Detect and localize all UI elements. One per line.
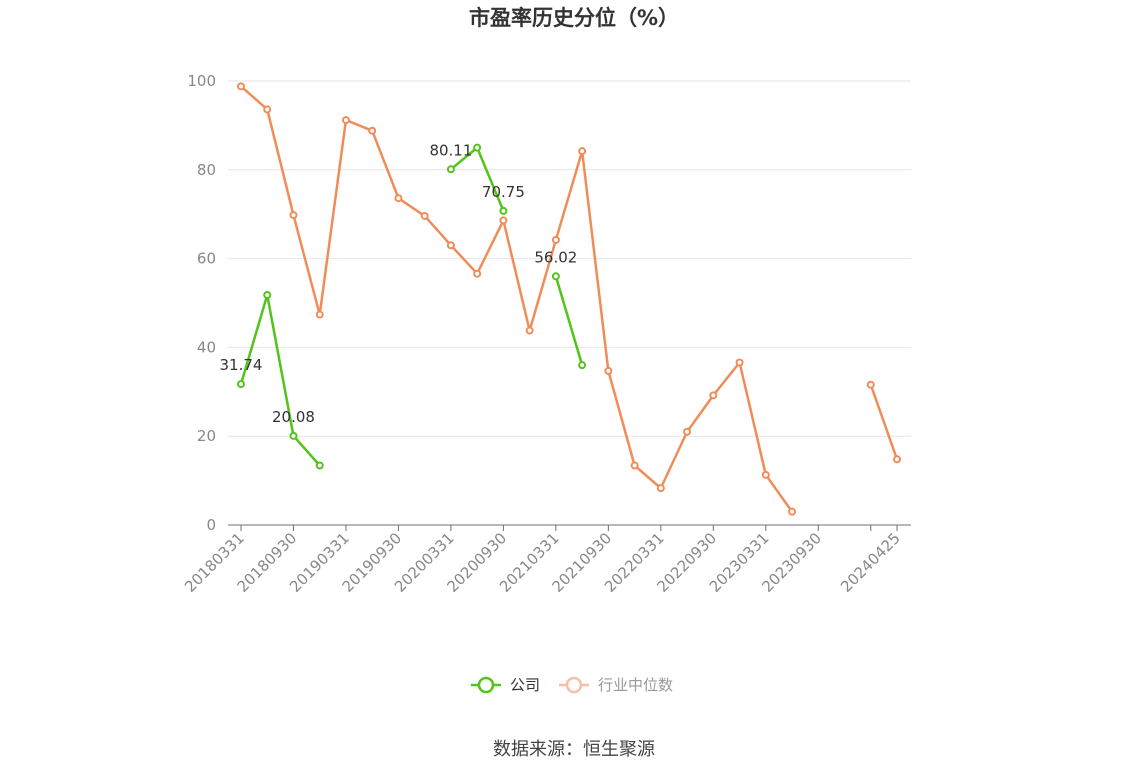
data-point[interactable] xyxy=(420,211,429,220)
data-point[interactable] xyxy=(237,380,245,389)
data-point[interactable] xyxy=(578,361,587,370)
y-tick-label: 20 xyxy=(197,427,216,445)
data-point[interactable] xyxy=(551,272,560,281)
legend-label-company: 公司 xyxy=(510,676,540,694)
data-point[interactable] xyxy=(551,235,560,244)
data-label: 20.08 xyxy=(272,408,315,426)
series-company xyxy=(237,143,587,470)
data-point[interactable] xyxy=(473,143,482,152)
data-point[interactable] xyxy=(289,431,298,440)
data-point[interactable] xyxy=(237,82,245,91)
axes: 0204060801002018033120180930201903312019… xyxy=(181,72,911,596)
data-point[interactable] xyxy=(578,147,587,156)
data-labels: 31.74 20.08 80.11 70.75 56.02 xyxy=(220,141,578,426)
data-point[interactable] xyxy=(263,105,272,114)
data-point[interactable] xyxy=(446,241,455,250)
data-point[interactable] xyxy=(735,358,744,367)
series-line xyxy=(239,293,321,467)
y-tick-label: 0 xyxy=(206,516,216,534)
data-label: 80.11 xyxy=(429,141,472,159)
data-point[interactable] xyxy=(499,206,508,215)
data-point[interactable] xyxy=(683,427,692,436)
data-point[interactable] xyxy=(761,470,770,479)
legend: 公司 行业中位数 xyxy=(471,676,673,694)
series-line xyxy=(869,384,899,460)
data-label: 31.74 xyxy=(220,356,263,374)
y-tick-label: 80 xyxy=(197,161,216,179)
y-tick-label: 40 xyxy=(197,338,216,356)
data-point[interactable] xyxy=(341,116,350,125)
legend-item-company[interactable]: 公司 xyxy=(471,676,540,694)
legend-marker-industry xyxy=(565,676,583,694)
series-line xyxy=(240,85,794,513)
data-point[interactable] xyxy=(630,461,639,470)
data-point[interactable] xyxy=(788,507,797,516)
data-label: 56.02 xyxy=(534,248,577,266)
data-point[interactable] xyxy=(368,126,377,135)
x-tick-label: 20240425 xyxy=(837,529,904,596)
data-point[interactable] xyxy=(866,380,875,389)
data-point[interactable] xyxy=(709,391,718,400)
data-point[interactable] xyxy=(315,461,324,470)
grid xyxy=(228,80,911,437)
y-tick-label: 100 xyxy=(187,72,216,90)
y-tick-label: 60 xyxy=(197,250,216,268)
data-point[interactable] xyxy=(525,326,534,335)
data-point[interactable] xyxy=(499,216,508,225)
legend-item-industry[interactable]: 行业中位数 xyxy=(559,676,673,694)
data-point[interactable] xyxy=(446,165,455,174)
source-note: 数据来源：恒生聚源 xyxy=(493,739,655,760)
data-point[interactable] xyxy=(604,366,613,375)
data-label: 70.75 xyxy=(482,183,525,201)
legend-label-industry: 行业中位数 xyxy=(598,676,673,694)
data-point[interactable] xyxy=(893,455,901,464)
data-point[interactable] xyxy=(315,310,324,319)
data-point[interactable] xyxy=(473,269,482,278)
data-point[interactable] xyxy=(263,291,272,300)
data-point[interactable] xyxy=(394,194,403,203)
series xyxy=(237,82,901,516)
data-point[interactable] xyxy=(656,484,665,493)
data-point[interactable] xyxy=(289,211,298,220)
chart-title: 市盈率历史分位（%） xyxy=(469,6,679,30)
series-industry xyxy=(237,82,901,516)
series-line xyxy=(554,275,584,366)
legend-marker-company xyxy=(477,676,495,694)
